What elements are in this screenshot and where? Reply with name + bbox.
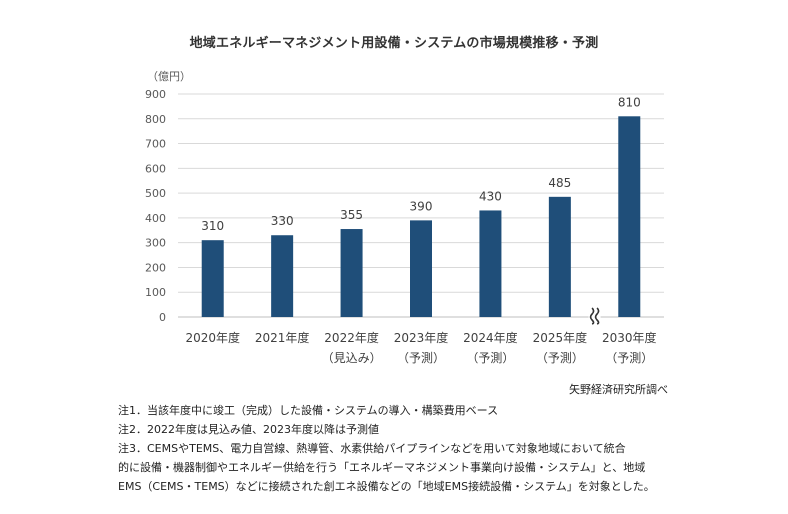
x-tick-label: 2020年度: [185, 330, 240, 345]
x-tick-sublabel: （予測）: [605, 351, 653, 365]
bar: [548, 196, 571, 317]
footnote-3: 注3．CEMSやTEMS、電力自営線、熱導管、水素供給パイプラインなどを用いて対…: [118, 442, 626, 455]
x-tick-sublabel: （見込み）: [322, 351, 382, 365]
bar: [618, 116, 641, 317]
y-tick-label: 0: [159, 311, 166, 324]
chart-title: 地域エネルギーマネジメント用設備・システムの市場規模推移・予測: [189, 36, 599, 51]
footnotes: 注1．当該年度中に竣工（完成）した設備・システムの導入・構築費用ベース 注2．2…: [118, 401, 678, 496]
y-tick-label: 500: [145, 187, 166, 200]
x-tick-label: 2023年度: [394, 330, 449, 345]
x-tick-label: 2022年度: [324, 330, 379, 345]
x-tick-label: 2025年度: [533, 330, 588, 345]
y-tick-label: 200: [145, 261, 166, 274]
y-tick-label: 800: [145, 113, 166, 126]
bar: [410, 220, 432, 317]
bar-value-label: 355: [340, 208, 363, 222]
y-tick-label: 100: [145, 286, 166, 299]
axis-break-icon: [589, 307, 595, 325]
bar-value-label: 485: [548, 176, 571, 190]
x-tick-label: 2024年度: [463, 330, 518, 345]
bar: [201, 240, 224, 317]
y-tick-label: 900: [145, 88, 166, 101]
source-credit: 矢野経済研究所調べ: [569, 383, 668, 396]
bar: [271, 235, 294, 317]
bar-value-label: 330: [271, 214, 294, 228]
y-tick-label: 600: [145, 162, 166, 175]
axis-break-icon: [594, 307, 600, 325]
bar-value-label: 310: [201, 219, 224, 233]
y-tick-label: 400: [145, 212, 166, 225]
footnote-2: 注2．2022年度は見込み値、2023年度以降は予測値: [118, 423, 379, 436]
footnote-3-cont-2: EMS（CEMS・TEMS）などに接続された創エネ設備などの「地域EMS接続設備…: [118, 480, 655, 493]
y-tick-label: 300: [145, 237, 166, 250]
y-tick-label: 700: [145, 138, 166, 151]
bar: [479, 210, 502, 317]
x-tick-sublabel: （予測）: [397, 351, 445, 365]
x-tick-sublabel: （予測）: [536, 351, 584, 365]
footnote-1: 注1．当該年度中に竣工（完成）した設備・システムの導入・構築費用ベース: [118, 404, 499, 417]
bar-value-label: 810: [618, 95, 641, 109]
bar-chart: 0 100 200 300 400 500 600 700 800 900 （億円） 310 2020年…: [145, 70, 664, 365]
x-tick-label: 2021年度: [255, 330, 310, 345]
bar: [340, 229, 363, 317]
bar-value-label: 430: [479, 189, 502, 203]
y-axis-unit-label: （億円）: [147, 70, 191, 83]
x-tick-sublabel: （予測）: [466, 351, 514, 365]
x-tick-label: 2030年度: [602, 330, 657, 345]
footnote-3-cont-1: 的に設備・機器制御やエネルギー供給を行う「エネルギーマネジメント事業向け設備・シ…: [118, 461, 646, 474]
bar-value-label: 390: [410, 199, 433, 213]
